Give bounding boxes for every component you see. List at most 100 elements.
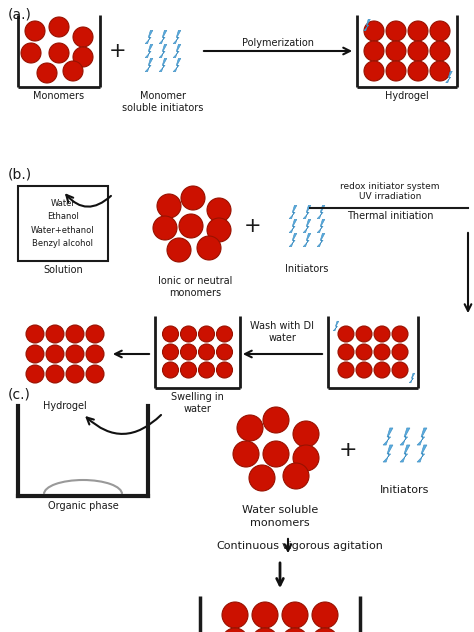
Circle shape bbox=[217, 326, 233, 342]
Circle shape bbox=[392, 362, 408, 378]
Circle shape bbox=[163, 362, 179, 378]
Circle shape bbox=[356, 362, 372, 378]
Text: Wash with DI
water: Wash with DI water bbox=[250, 322, 315, 343]
Circle shape bbox=[197, 236, 221, 260]
Polygon shape bbox=[417, 445, 427, 462]
Circle shape bbox=[263, 407, 289, 433]
Text: +: + bbox=[339, 440, 357, 460]
Text: Water soluble
monomers: Water soluble monomers bbox=[242, 505, 318, 528]
Circle shape bbox=[66, 325, 84, 343]
Text: Initiators: Initiators bbox=[380, 485, 430, 495]
Text: Initiators: Initiators bbox=[285, 264, 328, 274]
Circle shape bbox=[181, 326, 197, 342]
Polygon shape bbox=[364, 20, 370, 31]
Circle shape bbox=[222, 628, 248, 632]
Circle shape bbox=[338, 326, 354, 342]
Text: +: + bbox=[244, 216, 262, 236]
Circle shape bbox=[66, 345, 84, 363]
Circle shape bbox=[46, 345, 64, 363]
Circle shape bbox=[25, 21, 45, 41]
Circle shape bbox=[386, 61, 406, 81]
Polygon shape bbox=[145, 44, 153, 58]
Circle shape bbox=[408, 61, 428, 81]
Polygon shape bbox=[446, 71, 452, 83]
Circle shape bbox=[430, 41, 450, 61]
Text: Hydrogel: Hydrogel bbox=[43, 401, 87, 411]
Circle shape bbox=[338, 344, 354, 360]
Polygon shape bbox=[409, 374, 415, 383]
Circle shape bbox=[199, 344, 215, 360]
Text: Monomer
soluble initiators: Monomer soluble initiators bbox=[122, 91, 204, 112]
Polygon shape bbox=[159, 30, 167, 44]
Circle shape bbox=[312, 628, 338, 632]
Polygon shape bbox=[317, 205, 325, 219]
Circle shape bbox=[252, 602, 278, 628]
Polygon shape bbox=[145, 58, 153, 71]
Polygon shape bbox=[317, 219, 325, 233]
Text: Solution: Solution bbox=[43, 265, 83, 275]
Polygon shape bbox=[317, 233, 325, 246]
Polygon shape bbox=[383, 445, 393, 462]
Circle shape bbox=[179, 214, 203, 238]
Circle shape bbox=[86, 345, 104, 363]
Text: Ionic or neutral
monomers: Ionic or neutral monomers bbox=[158, 276, 232, 298]
Polygon shape bbox=[289, 233, 297, 246]
Polygon shape bbox=[417, 428, 427, 445]
Circle shape bbox=[163, 344, 179, 360]
Polygon shape bbox=[289, 205, 297, 219]
Text: (c.): (c.) bbox=[8, 388, 31, 402]
Text: Organic phase: Organic phase bbox=[47, 501, 118, 511]
Circle shape bbox=[26, 345, 44, 363]
Circle shape bbox=[46, 365, 64, 383]
Text: redox initiator system
UV irradiation: redox initiator system UV irradiation bbox=[340, 182, 440, 202]
Circle shape bbox=[430, 21, 450, 41]
Circle shape bbox=[73, 27, 93, 47]
Circle shape bbox=[207, 218, 231, 242]
Circle shape bbox=[181, 362, 197, 378]
Circle shape bbox=[66, 365, 84, 383]
Polygon shape bbox=[303, 205, 311, 219]
Polygon shape bbox=[145, 30, 153, 44]
Polygon shape bbox=[173, 30, 181, 44]
Circle shape bbox=[49, 17, 69, 37]
Polygon shape bbox=[159, 58, 167, 71]
Circle shape bbox=[222, 602, 248, 628]
Text: (a.): (a.) bbox=[8, 8, 32, 22]
Circle shape bbox=[153, 216, 177, 240]
Circle shape bbox=[26, 325, 44, 343]
Circle shape bbox=[199, 362, 215, 378]
Circle shape bbox=[293, 445, 319, 471]
Polygon shape bbox=[400, 445, 410, 462]
Circle shape bbox=[356, 344, 372, 360]
Text: Continuous: Continuous bbox=[217, 541, 280, 551]
Text: Water
Ethanol
Water+ethanol
Benzyl alcohol: Water Ethanol Water+ethanol Benzyl alcoh… bbox=[31, 199, 95, 248]
Circle shape bbox=[283, 463, 309, 489]
Text: Thermal initiation: Thermal initiation bbox=[347, 211, 433, 221]
Circle shape bbox=[73, 47, 93, 67]
Text: Polymerization: Polymerization bbox=[242, 38, 314, 48]
Circle shape bbox=[167, 238, 191, 262]
Circle shape bbox=[157, 194, 181, 218]
Circle shape bbox=[37, 63, 57, 83]
Circle shape bbox=[252, 628, 278, 632]
Circle shape bbox=[364, 41, 384, 61]
Circle shape bbox=[21, 43, 41, 63]
Circle shape bbox=[338, 362, 354, 378]
Circle shape bbox=[163, 326, 179, 342]
Circle shape bbox=[374, 362, 390, 378]
Polygon shape bbox=[289, 219, 297, 233]
Circle shape bbox=[26, 365, 44, 383]
Circle shape bbox=[282, 628, 308, 632]
Circle shape bbox=[199, 326, 215, 342]
Polygon shape bbox=[333, 321, 339, 331]
Polygon shape bbox=[173, 58, 181, 71]
Circle shape bbox=[207, 198, 231, 222]
Circle shape bbox=[181, 186, 205, 210]
Text: Hydrogel: Hydrogel bbox=[385, 91, 429, 101]
Circle shape bbox=[374, 344, 390, 360]
Polygon shape bbox=[159, 44, 167, 58]
Circle shape bbox=[233, 441, 259, 467]
Polygon shape bbox=[383, 428, 393, 445]
Polygon shape bbox=[173, 44, 181, 58]
Text: +: + bbox=[109, 41, 127, 61]
